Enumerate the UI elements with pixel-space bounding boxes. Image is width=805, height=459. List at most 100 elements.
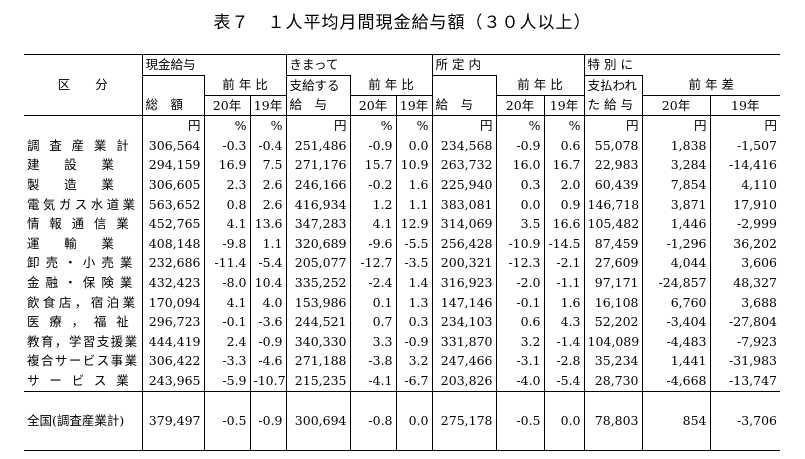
row-value: -14,416: [709, 155, 780, 176]
row-value: 7.5: [249, 155, 286, 176]
row-value: -2.1: [543, 253, 584, 274]
row-value: 1.6: [543, 292, 584, 313]
row-value: 2.6: [249, 175, 286, 195]
row-value: 246,166: [285, 175, 350, 195]
row-value: 78,803: [583, 411, 642, 431]
header-zennenhi-1: 前 年 比: [203, 75, 286, 96]
row-value: 1,446: [641, 214, 710, 234]
unit-pct-3: %: [349, 115, 396, 136]
row-value: 35,234: [583, 351, 642, 371]
header-zennenhi-2: 前 年 比: [349, 75, 432, 96]
spacer-cell: [249, 430, 286, 452]
row-label-cell: 製造業: [24, 175, 143, 195]
row-value: 4.3: [543, 312, 584, 332]
header-y20-4: 20年: [641, 95, 710, 117]
row-value: 0.6: [495, 312, 544, 332]
spacer-row: [24, 430, 780, 452]
row-value: 205,077: [285, 253, 350, 274]
row-label-cell: 卸売・小売業: [24, 253, 143, 274]
row-value: 3.3: [349, 331, 396, 352]
spacer-cell: [249, 390, 286, 412]
row-value: 4,044: [641, 253, 710, 274]
row-value: 16.6: [543, 214, 584, 234]
table-row: 情報通信業 452,765 4.1 13.6 347,283 4.1 12.9 314,069…: [24, 214, 780, 234]
unit-yen-1: 円: [187, 118, 201, 134]
spacer-cell: [349, 430, 396, 452]
row-value: -0.5: [495, 411, 544, 431]
spacer-cell: [285, 430, 350, 452]
row-value: -0.9: [249, 411, 286, 431]
row-value: 16.0: [495, 155, 544, 176]
row-value: 48,327: [709, 273, 780, 293]
spacer-cell: [583, 430, 642, 452]
header-y20-1: 20年: [203, 95, 250, 117]
row-value: -3.3: [203, 351, 250, 371]
row-value: 0.3: [495, 175, 544, 195]
row-value: 263,732: [431, 155, 496, 176]
table-row: 医療，福祉 296,723 -0.1 -3.6 244,521 0.7 0.3 234,103…: [24, 312, 780, 332]
row-value: -0.9: [495, 135, 544, 156]
row-value: 170,094: [141, 292, 204, 313]
row-value: -1.4: [543, 331, 584, 352]
row-value: 10.9: [395, 155, 432, 176]
row-value: -0.3: [203, 135, 250, 156]
row-value: 0.8: [203, 194, 250, 215]
spacer-cell: [395, 430, 432, 452]
header-kubun: 区 分: [57, 77, 108, 93]
row-value: -2.0: [495, 273, 544, 293]
row-label-cell: 医療，福祉: [24, 312, 143, 332]
unit-yen-5: 円: [641, 115, 710, 136]
header-y19-4: 19年: [709, 95, 780, 117]
row-value: -10.7: [249, 371, 286, 392]
header-sogaku: 総 額: [141, 95, 204, 117]
row-value: 320,689: [285, 233, 350, 254]
row-value: 4.1: [349, 214, 396, 234]
row-value: 3,871: [641, 194, 710, 215]
row-value: -1.1: [543, 273, 584, 293]
row-value: 0.6: [543, 135, 584, 156]
row-value: -4,668: [641, 371, 710, 392]
row-value: 0.1: [349, 292, 396, 313]
header-kimatte-2: 支給する: [285, 75, 350, 96]
row-value: 17,910: [709, 194, 780, 215]
row-value: -3,404: [641, 312, 710, 332]
spacer-cell: [24, 390, 143, 412]
row-label: 運輸業: [27, 235, 114, 251]
row-value: 2.0: [543, 175, 584, 195]
row-label-cell: 運輸業: [24, 233, 143, 254]
row-value: 331,870: [431, 331, 496, 352]
row-value: 60,439: [583, 175, 642, 195]
row-value: -2,999: [709, 214, 780, 234]
spacer-cell: [24, 430, 143, 452]
spacer-cell: [543, 390, 584, 412]
row-label-cell: 複合サービス事業: [24, 351, 143, 371]
unit-yen-6: 円: [709, 115, 780, 136]
table-row: 飲食店，宿泊業 170,094 4.1 4.0 153,986 0.1 1.3 147,146…: [24, 292, 780, 313]
row-value: 296,723: [141, 312, 204, 332]
unit-pct-4: %: [395, 115, 432, 136]
row-value: -2.4: [349, 273, 396, 293]
table-title: 表７ １人平均月間現金給与額（３０人以上）: [213, 13, 592, 33]
row-label-cell: 建設業: [24, 155, 143, 176]
row-value: -0.5: [203, 411, 250, 431]
row-value: 3,606: [709, 253, 780, 274]
table-row: サービス業 243,965 -5.9 -10.7 215,235 -4.1 -6.7 203,…: [24, 371, 780, 392]
row-value: 2.4: [203, 331, 250, 352]
table-row: 複合サービス事業 306,422 -3.3 -4.6 271,188 -3.8 3.2 247…: [24, 351, 780, 371]
row-label: 情報通信業: [27, 216, 129, 232]
header-y19-1: 19年: [249, 95, 286, 117]
unit-pct-1: %: [203, 115, 250, 136]
row-value: 251,486: [285, 135, 350, 156]
row-value: 7,854: [641, 175, 710, 195]
unit-yen-4: 円: [583, 115, 642, 136]
header-kimatte-3: 給 与: [285, 95, 350, 117]
row-value: -3.5: [395, 253, 432, 274]
header-shotei-1: 所 定 内: [431, 54, 496, 76]
row-value: 3.2: [395, 351, 432, 371]
row-value: 306,605: [141, 175, 204, 195]
row-value: 225,940: [431, 175, 496, 195]
row-value: 1.6: [395, 175, 432, 195]
spacer-cell: [141, 390, 204, 412]
header-blank-2: [350, 54, 432, 76]
row-value: -0.1: [203, 312, 250, 332]
